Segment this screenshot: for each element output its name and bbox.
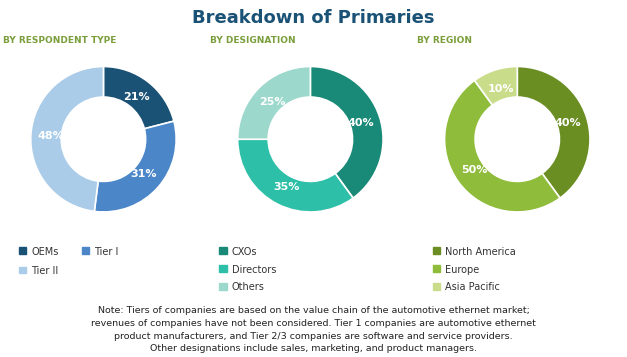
Text: 48%: 48% <box>37 131 64 141</box>
Text: Tier I: Tier I <box>94 247 119 257</box>
Text: BY DESIGNATION: BY DESIGNATION <box>210 36 296 45</box>
Text: BY REGION: BY REGION <box>418 36 472 45</box>
Text: Europe: Europe <box>445 265 480 275</box>
Wedge shape <box>445 80 560 212</box>
Text: 35%: 35% <box>273 182 300 192</box>
Wedge shape <box>94 121 176 212</box>
Text: 40%: 40% <box>347 118 374 128</box>
Text: North America: North America <box>445 247 516 257</box>
Text: 21%: 21% <box>123 92 149 102</box>
Wedge shape <box>238 139 353 212</box>
Text: 40%: 40% <box>554 118 581 128</box>
Wedge shape <box>310 66 383 198</box>
Text: 10%: 10% <box>488 84 514 94</box>
Wedge shape <box>31 66 103 211</box>
Text: Others: Others <box>232 282 265 292</box>
Text: OEMs: OEMs <box>31 247 59 257</box>
Text: Breakdown of Primaries: Breakdown of Primaries <box>192 9 435 27</box>
Text: BY RESPONDENT TYPE: BY RESPONDENT TYPE <box>3 36 117 45</box>
Text: 25%: 25% <box>260 97 286 107</box>
Text: 50%: 50% <box>461 165 488 175</box>
Text: Tier II: Tier II <box>31 266 58 276</box>
Text: Note: Tiers of companies are based on the value chain of the automotive ethernet: Note: Tiers of companies are based on th… <box>91 306 536 353</box>
Wedge shape <box>475 66 517 105</box>
Wedge shape <box>517 66 590 198</box>
Wedge shape <box>238 66 310 139</box>
Text: Directors: Directors <box>232 265 277 275</box>
Text: CXOs: CXOs <box>232 247 258 257</box>
Wedge shape <box>103 66 174 129</box>
Text: 31%: 31% <box>130 169 157 179</box>
Text: Asia Pacific: Asia Pacific <box>445 282 500 292</box>
